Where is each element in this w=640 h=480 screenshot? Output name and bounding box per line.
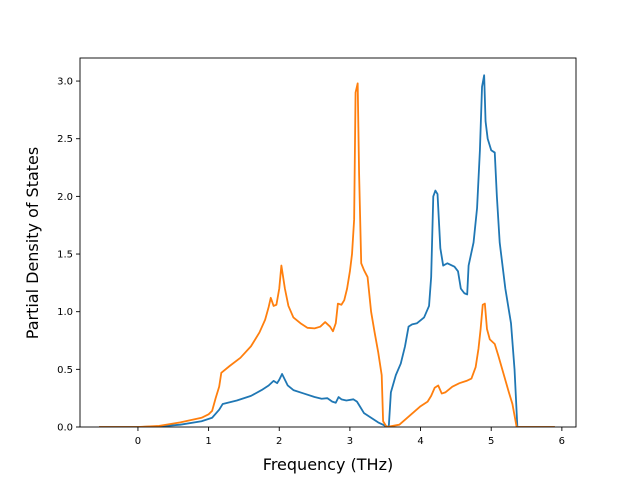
plot-area bbox=[80, 58, 576, 427]
series-layer bbox=[99, 74, 555, 427]
x-tick-label: 3 bbox=[347, 436, 353, 447]
axes-frame bbox=[79, 57, 577, 428]
x-tick-label: 4 bbox=[417, 436, 423, 447]
x-tick-label: 6 bbox=[559, 436, 565, 447]
x-tick-label: 1 bbox=[205, 436, 211, 447]
x-axis-label: Frequency (THz) bbox=[263, 455, 393, 474]
y-axis-label: Partial Density of States bbox=[23, 147, 42, 339]
y-tick-label: 2.5 bbox=[57, 134, 73, 145]
x-axis-ticks: 0 1 2 3 4 5 6 bbox=[135, 427, 565, 447]
y-tick-label: 1.5 bbox=[57, 250, 73, 261]
x-tick-label: 0 bbox=[135, 436, 141, 447]
y-axis-ticks: 0.0 0.5 1.0 1.5 2.0 2.5 3.0 bbox=[57, 77, 80, 434]
plot-background bbox=[80, 58, 576, 427]
x-tick-label: 5 bbox=[488, 436, 494, 447]
series-line-1 bbox=[99, 74, 555, 427]
y-tick-label: 1.0 bbox=[57, 307, 73, 318]
y-tick-label: 2.0 bbox=[57, 192, 73, 203]
y-tick-label: 0.5 bbox=[57, 365, 73, 376]
y-tick-label: 3.0 bbox=[57, 77, 73, 88]
y-tick-label: 0.0 bbox=[57, 423, 73, 434]
series-line-2 bbox=[99, 82, 555, 427]
x-tick-label: 2 bbox=[276, 436, 282, 447]
